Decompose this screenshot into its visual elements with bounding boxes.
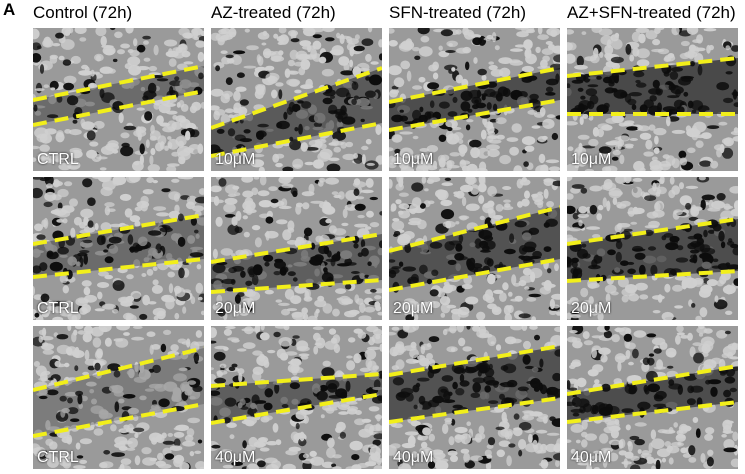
micrograph-texture: [389, 326, 560, 469]
micrograph-texture: [33, 28, 204, 171]
dose-label: CTRL: [37, 449, 79, 466]
scratch-line-upper: [567, 217, 738, 246]
micrograph-control-row1: CTRL: [33, 28, 204, 171]
scratch-line-lower: [211, 278, 382, 294]
micrograph-texture: [211, 28, 382, 171]
dose-label: CTRL: [37, 151, 79, 168]
scratch-line-lower: [211, 392, 382, 425]
dose-label: 40μM: [571, 449, 612, 466]
scratch-line-lower: [567, 400, 738, 424]
column-header-sfn: SFN-treated (72h): [389, 3, 526, 22]
micrograph-texture: [389, 28, 560, 171]
scratch-line-upper: [33, 64, 204, 102]
dose-label: 40μM: [215, 449, 256, 466]
column-header-az: AZ-treated (72h): [211, 3, 336, 22]
column-header-az-sfn: AZ+SFN-treated (72h): [567, 3, 736, 22]
micrograph-texture: [211, 177, 382, 320]
scratch-line-upper: [567, 364, 738, 396]
dose-label: 20μM: [571, 300, 612, 317]
scratch-line-upper: [389, 344, 560, 377]
panel-label: A: [3, 0, 16, 19]
scratch-line-upper: [389, 205, 560, 253]
scratch-line-lower: [389, 257, 560, 292]
micrograph-texture: [33, 326, 204, 469]
micrograph-sfn-40um: 40μM: [389, 326, 560, 469]
micrograph-texture: [211, 326, 382, 469]
scratch-line-lower: [33, 402, 204, 438]
scratch-line-lower: [389, 396, 560, 424]
scratch-line-lower: [567, 269, 738, 283]
dose-label: 20μM: [215, 300, 256, 317]
dose-label: CTRL: [37, 300, 79, 317]
scratch-line-lower: [389, 98, 560, 132]
micrograph-sfn-10um: 10μM: [389, 28, 560, 171]
dose-label: 10μM: [571, 151, 612, 168]
scratch-line-upper: [389, 66, 560, 104]
micrograph-az-40um: 40μM: [211, 326, 382, 469]
micrograph-control-row3: CTRL: [33, 326, 204, 469]
micrograph-az-sfn-40um: 40μM: [567, 326, 738, 469]
micrograph-texture: [389, 177, 560, 320]
scratch-line-lower: [33, 257, 204, 279]
scratch-line-lower: [211, 121, 382, 158]
micrograph-control-row2: CTRL: [33, 177, 204, 320]
scratch-line-upper: [211, 232, 382, 264]
scratch-line-upper: [33, 346, 204, 392]
dose-label: 10μM: [393, 151, 434, 168]
micrograph-az-10um: 10μM: [211, 28, 382, 171]
scratch-line-upper: [211, 66, 382, 130]
micrograph-texture: [567, 326, 738, 469]
dose-label: 40μM: [393, 449, 434, 466]
scratch-line-upper: [211, 372, 382, 388]
column-header-control: Control (72h): [33, 3, 133, 22]
dose-label: 10μM: [215, 151, 256, 168]
scratch-line-upper: [567, 56, 738, 78]
scratch-line-lower: [33, 89, 204, 127]
micrograph-az-sfn-20um: 20μM: [567, 177, 738, 320]
dose-label: 20μM: [393, 300, 434, 317]
micrograph-texture: [567, 28, 738, 171]
scratch-line-upper: [33, 213, 204, 246]
micrograph-sfn-20um: 20μM: [389, 177, 560, 320]
micrograph-texture: [33, 177, 204, 320]
micrograph-az-sfn-10um: 10μM: [567, 28, 738, 171]
micrograph-az-20um: 20μM: [211, 177, 382, 320]
micrograph-texture: [567, 177, 738, 320]
